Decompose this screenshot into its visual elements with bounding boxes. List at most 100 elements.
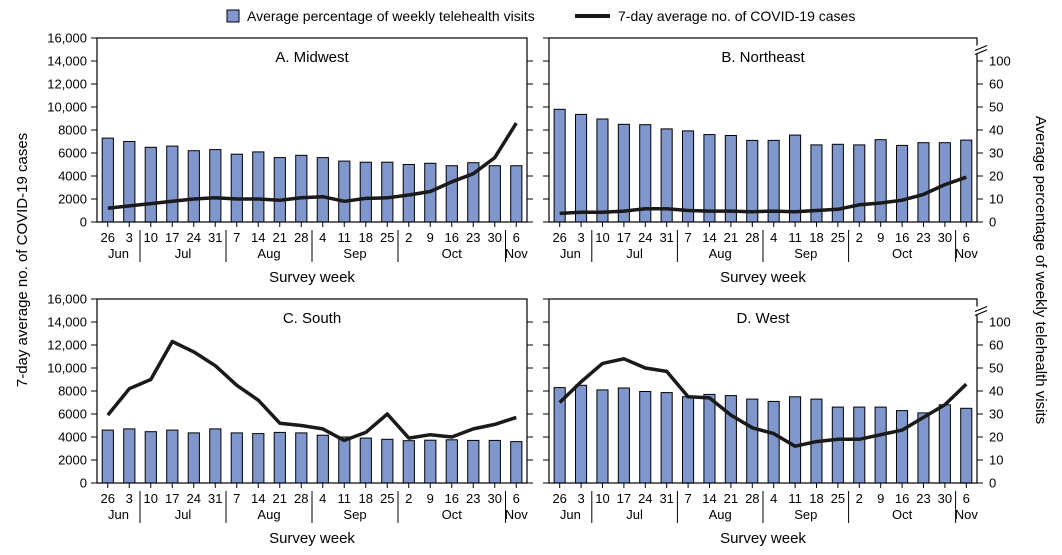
bar-11-11	[338, 436, 351, 484]
month-label-sep: Sep	[343, 246, 366, 261]
x-tick-label-13: 25	[380, 491, 394, 506]
right-tick-label-4: 40	[989, 123, 1003, 138]
x-tick-label-0: 26	[101, 491, 115, 506]
bar-11-11	[338, 160, 351, 223]
bar-3-1	[575, 384, 588, 484]
bar-30-18	[488, 165, 501, 223]
x-tick-label-4: 24	[187, 491, 201, 506]
right-tick-label-1: 10	[989, 192, 1003, 207]
bar-24-4	[187, 432, 200, 484]
x-tick-label-19: 6	[513, 230, 520, 245]
bar-16-16	[445, 165, 458, 223]
x-tick-label-7: 14	[251, 491, 265, 506]
bar-6-19	[960, 407, 973, 484]
x-tick-label-15: 9	[877, 230, 884, 245]
x-tick-label-18: 30	[938, 491, 952, 506]
left-tick-label-3: 6000	[58, 407, 87, 422]
x-tick-label-7: 14	[702, 230, 716, 245]
bar-21-8	[273, 431, 286, 484]
bar-10-2	[596, 389, 609, 484]
panel-title: B. Northeast	[721, 49, 805, 66]
bar-31-5	[209, 149, 222, 223]
x-tick-label-2: 10	[144, 230, 158, 245]
month-label-jun: Jun	[560, 246, 581, 261]
left-tick-label-7: 14,000	[47, 54, 87, 69]
x-tick-label-9: 28	[745, 230, 759, 245]
bar-6-19	[510, 441, 523, 484]
month-label-jun: Jun	[560, 507, 581, 522]
cases-line	[559, 175, 967, 216]
right-tick-label-6: 60	[989, 338, 1003, 353]
panel-title: D. West	[736, 310, 790, 327]
right-tick-label-0: 0	[989, 476, 996, 491]
x-tick-label-17: 23	[466, 491, 480, 506]
x-tick-label-15: 9	[427, 491, 434, 506]
right-tick-label-2: 20	[989, 430, 1003, 445]
left-tick-label-4: 8000	[58, 123, 87, 138]
right-tick-label-5: 50	[989, 100, 1003, 115]
bar-14-7	[252, 151, 265, 223]
month-label-jun: Jun	[108, 507, 129, 522]
left-tick-label-1: 2000	[58, 453, 87, 468]
bar-26-0	[553, 108, 566, 223]
bar-30-18	[938, 404, 951, 484]
bar-9-15	[874, 139, 887, 223]
bar-2-14	[853, 406, 866, 484]
bar-25-13	[381, 438, 394, 484]
axis-break-mark-2	[974, 48, 988, 56]
x-tick-label-11: 11	[788, 491, 802, 506]
x-tick-label-8: 21	[273, 491, 287, 506]
x-tick-label-10: 4	[319, 491, 326, 506]
bar-21-8	[724, 395, 737, 484]
month-label-aug: Aug	[709, 507, 732, 522]
left-tick-label-0: 0	[80, 476, 87, 491]
x-tick-label-17: 23	[466, 230, 480, 245]
x-tick-label-15: 9	[877, 491, 884, 506]
bar-23-17	[917, 142, 930, 223]
x-tick-label-9: 28	[294, 491, 308, 506]
bar-10-2	[144, 146, 157, 223]
bar-7-6	[230, 432, 243, 484]
bar-7-6	[230, 153, 243, 223]
bar-28-9	[295, 154, 308, 223]
month-label-aug: Aug	[257, 507, 280, 522]
axis-break-mask	[975, 306, 987, 315]
x-tick-label-16: 16	[445, 230, 459, 245]
axis-break-mark-2	[974, 309, 988, 317]
x-tick-label-5: 31	[208, 230, 222, 245]
x-tick-label-13: 25	[380, 230, 394, 245]
x-tick-label-4: 24	[638, 230, 652, 245]
month-label-oct: Oct	[892, 246, 913, 261]
bar-28-9	[295, 432, 308, 484]
left-tick-label-2: 4000	[58, 169, 87, 184]
x-tick-label-16: 16	[895, 230, 909, 245]
bar-10-2	[144, 431, 157, 484]
x-tick-label-10: 4	[770, 230, 777, 245]
x-axis-title: Survey week	[720, 530, 806, 547]
bar-9-15	[424, 439, 437, 484]
month-label-nov: Nov	[505, 507, 529, 522]
bar-17-3	[617, 387, 630, 484]
legend-line-label: 7-day average no. of COVID-19 cases	[618, 8, 855, 24]
bar-7-6	[682, 130, 695, 223]
bar-4-10	[767, 400, 780, 484]
bar-6-19	[960, 139, 973, 223]
x-tick-label-0: 26	[552, 491, 566, 506]
bar-17-3	[166, 145, 179, 223]
bar-14-7	[252, 433, 265, 484]
axis-break-mark-1	[974, 44, 988, 52]
month-label-sep: Sep	[343, 507, 366, 522]
x-tick-label-19: 6	[963, 491, 970, 506]
x-tick-label-13: 25	[831, 491, 845, 506]
month-label-aug: Aug	[709, 246, 732, 261]
month-label-oct: Oct	[442, 246, 463, 261]
month-label-jul: Jul	[626, 246, 643, 261]
axis-break-mark-1	[974, 305, 988, 313]
x-tick-label-8: 21	[273, 230, 287, 245]
bar-28-9	[746, 139, 759, 223]
x-tick-label-3: 17	[617, 491, 631, 506]
x-tick-label-9: 28	[745, 491, 759, 506]
bar-30-18	[488, 439, 501, 484]
x-tick-label-11: 11	[338, 491, 352, 506]
